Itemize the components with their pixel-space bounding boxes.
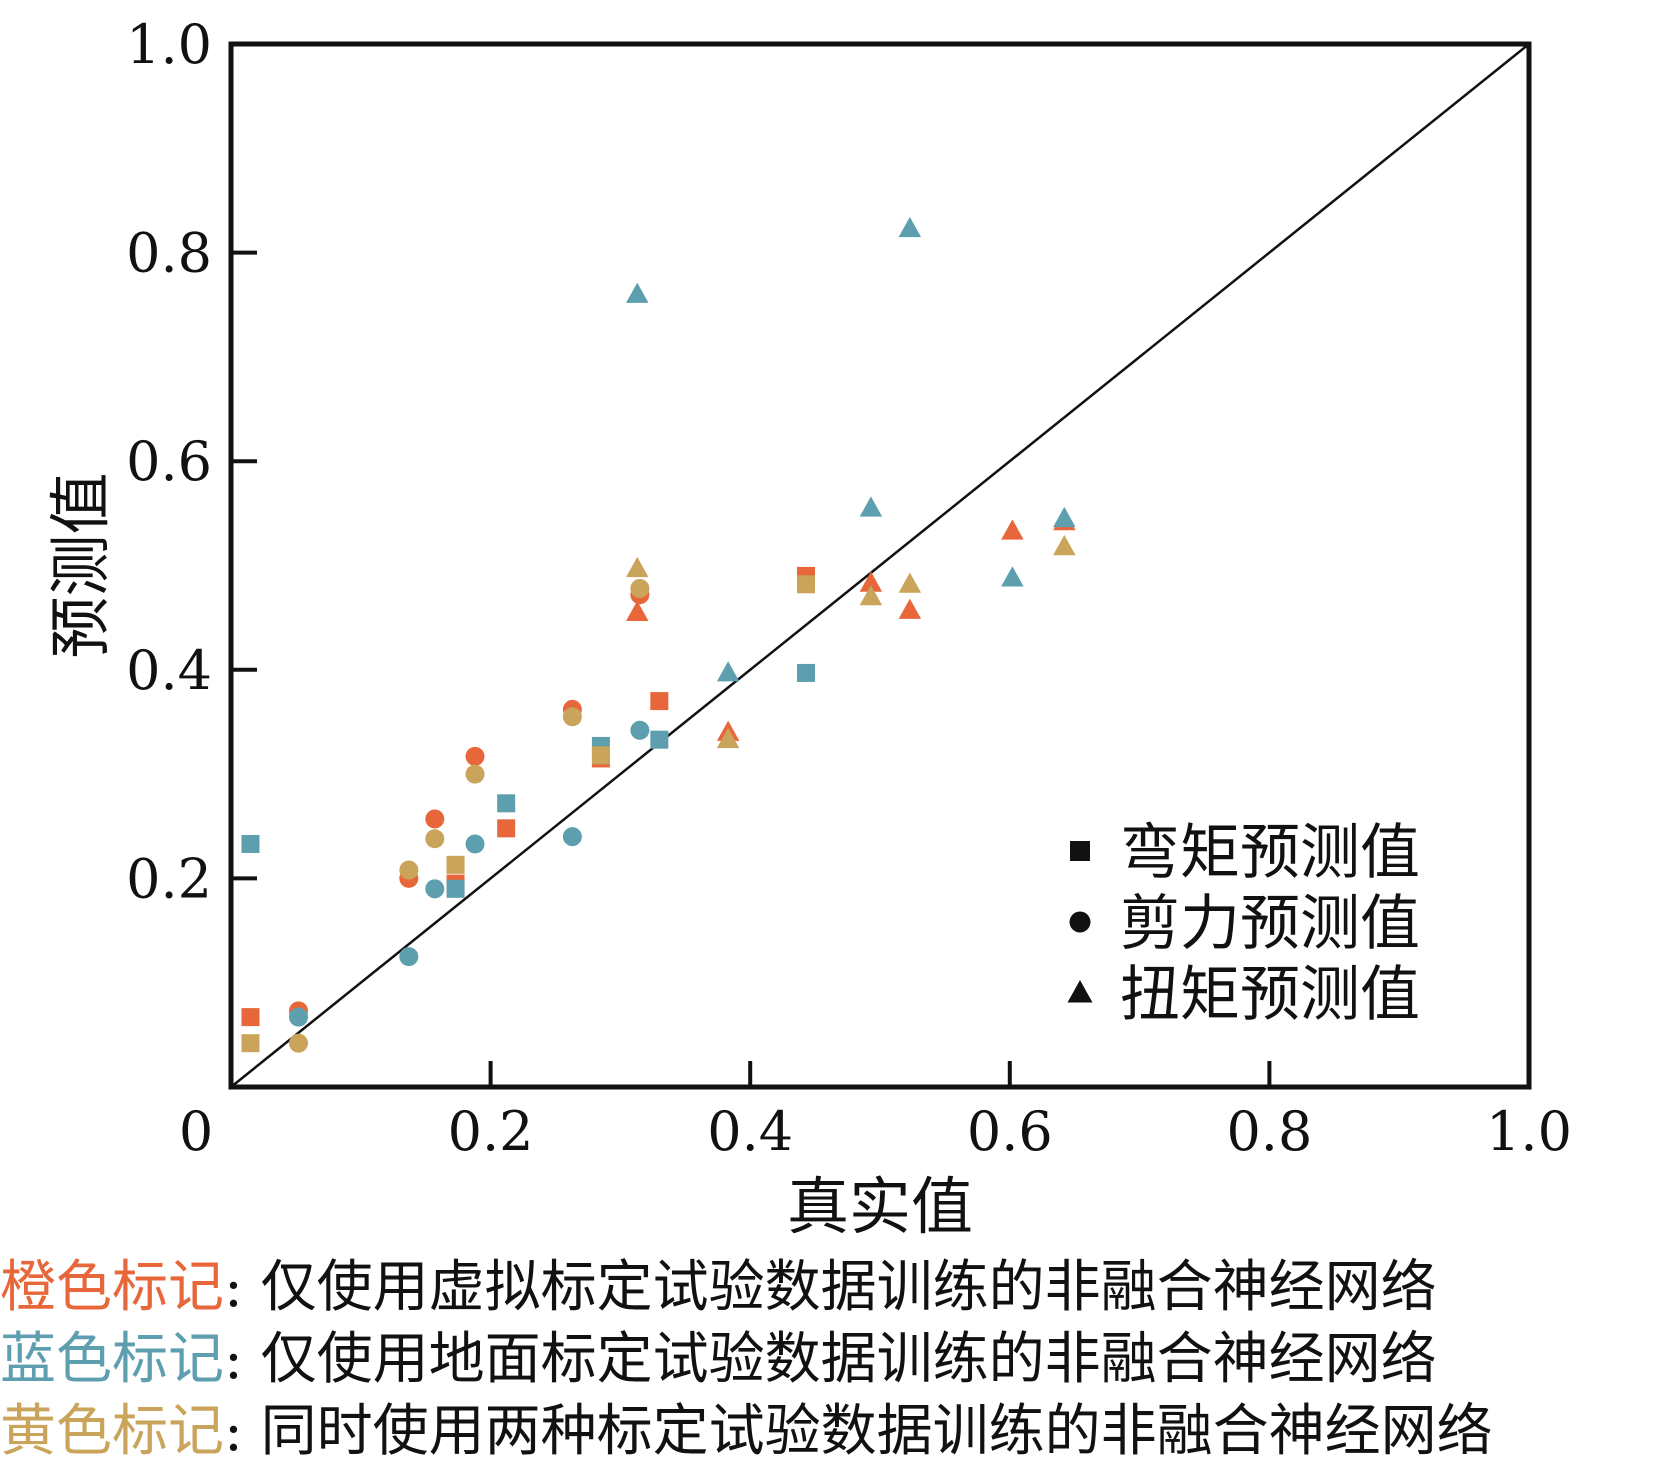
blue-circle-point — [425, 879, 445, 899]
blue-triangle-point — [1053, 506, 1076, 528]
x-tick-label: 0.8 — [1226, 1100, 1312, 1163]
identity-line — [230, 43, 1530, 1088]
yellow-square-point — [591, 746, 610, 765]
blue-triangle-point — [898, 216, 922, 238]
yellow-triangle-point — [859, 585, 883, 606]
yellow-triangle-point — [1053, 535, 1076, 556]
y-tick-label: 0.6 — [126, 430, 212, 493]
caption-orange-sep: : — [224, 1255, 243, 1320]
blue-triangle-point — [1001, 566, 1024, 587]
legend-triangle-marker — [1067, 979, 1093, 1003]
yellow-square-point — [241, 1034, 260, 1053]
legend-circle-marker — [1069, 911, 1091, 933]
blue-square-point — [241, 834, 260, 853]
caption-yellow-sep: : — [224, 1399, 243, 1464]
legend-square-marker — [1070, 841, 1090, 861]
orange-square-point — [650, 692, 669, 711]
blue-circle-point — [288, 1007, 308, 1027]
legend-label: 扭矩预测值 — [1120, 960, 1420, 1030]
blue-square-point — [650, 730, 669, 749]
y-tick-label: 0.4 — [126, 639, 212, 702]
yellow-square-point — [797, 575, 816, 594]
y-tick-label: 0.2 — [126, 847, 212, 910]
x-tick-label: 0.6 — [967, 1100, 1053, 1163]
orange-square-point — [241, 1008, 260, 1027]
caption-orange-text: 仅使用虚拟标定试验数据训练的非融合神经网络 — [242, 1255, 1437, 1320]
yellow-square-point — [446, 855, 465, 874]
caption-yellow-text: 同时使用两种标定试验数据训练的非融合神经网络 — [242, 1399, 1493, 1464]
orange-square-point — [497, 819, 516, 838]
orange-triangle-point — [898, 598, 922, 619]
caption-orange: 橙色标记: 仅使用虚拟标定试验数据训练的非融合神经网络 — [0, 1253, 1654, 1323]
yellow-circle-point — [425, 829, 445, 849]
caption-blue-text: 仅使用地面标定试验数据训练的非融合神经网络 — [242, 1327, 1437, 1392]
plot-frame — [228, 41, 1532, 1090]
blue-triangle-point — [859, 496, 883, 517]
y-tick-label: 0.8 — [126, 222, 212, 285]
x-axis-label: 真实值 — [787, 1170, 973, 1243]
blue-square-point — [446, 879, 465, 898]
caption-blue-key: 蓝色标记 — [0, 1327, 224, 1392]
yellow-circle-point — [465, 764, 485, 784]
blue-square-point — [497, 794, 516, 813]
yellow-triangle-point — [898, 572, 922, 593]
yellow-circle-point — [288, 1033, 308, 1053]
yellow-triangle-point — [626, 556, 649, 578]
x-tick-label: 0.4 — [707, 1100, 793, 1163]
orange-triangle-point — [1001, 519, 1024, 540]
caption-yellow: 黄色标记: 同时使用两种标定试验数据训练的非融合神经网络 — [0, 1397, 1654, 1467]
caption-yellow-key: 黄色标记 — [0, 1399, 224, 1464]
blue-square-point — [797, 663, 816, 682]
yellow-circle-point — [630, 578, 650, 598]
y-axis-label: 预测值 — [44, 472, 117, 658]
legend-label: 剪力预测值 — [1120, 889, 1420, 959]
orange-triangle-point — [626, 600, 649, 621]
blue-circle-point — [399, 947, 419, 967]
orange-circle-point — [425, 809, 445, 829]
blue-triangle-point — [626, 282, 649, 303]
x-tick-label: 1.0 — [1486, 1100, 1572, 1163]
blue-circle-point — [465, 834, 485, 854]
yellow-circle-point — [562, 707, 582, 727]
x-tick-label: 0.2 — [448, 1100, 534, 1163]
caption-blue-sep: : — [224, 1327, 243, 1392]
orange-circle-point — [465, 746, 485, 766]
orange-triangle-point — [859, 571, 883, 592]
caption-blue: 蓝色标记: 仅使用地面标定试验数据训练的非融合神经网络 — [0, 1325, 1654, 1395]
legend-label: 弯矩预测值 — [1120, 818, 1420, 888]
x-tick-label: 0 — [179, 1100, 213, 1163]
blue-triangle-point — [716, 661, 740, 682]
blue-circle-point — [562, 827, 582, 847]
y-tick-label: 1.0 — [126, 13, 212, 76]
yellow-circle-point — [399, 860, 419, 880]
caption-orange-key: 橙色标记 — [0, 1255, 224, 1320]
yellow-triangle-point — [716, 727, 740, 749]
blue-circle-point — [630, 720, 650, 740]
